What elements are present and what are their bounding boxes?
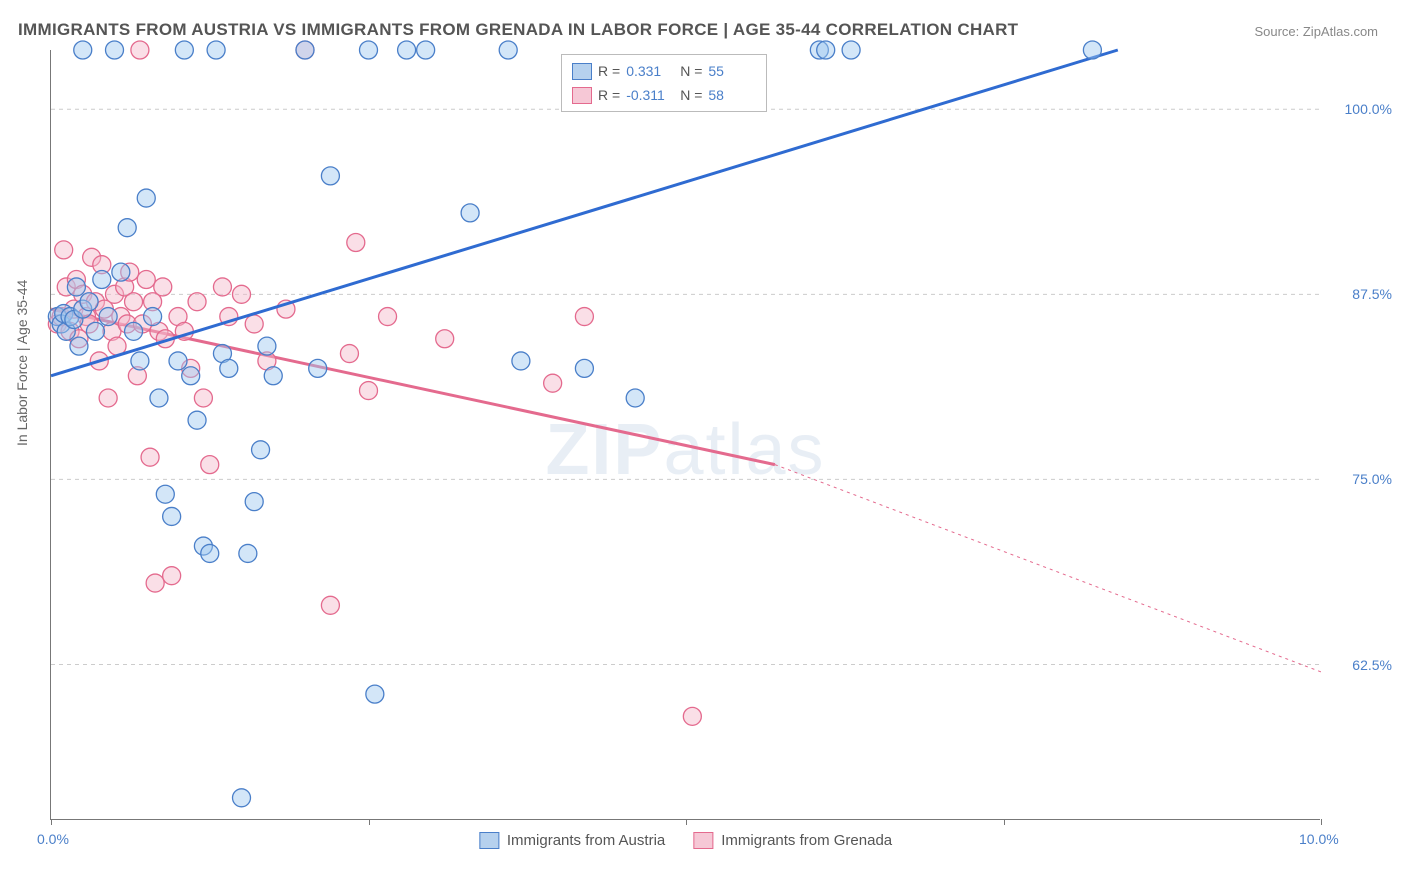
y-tick-label: 75.0% [1352,471,1392,487]
source-label: Source: ZipAtlas.com [1254,24,1378,39]
legend-n-value: 58 [708,87,756,103]
y-tick-label: 100.0% [1345,101,1392,117]
x-tick-label: 0.0% [37,831,69,847]
y-tick-label: 62.5% [1352,657,1392,673]
legend-swatch-grenada [693,832,713,849]
legend-row: R = -0.311 N = 58 [572,83,756,107]
legend-n-value: 55 [708,63,756,79]
legend-swatch-austria [479,832,499,849]
chart-title: IMMIGRANTS FROM AUSTRIA VS IMMIGRANTS FR… [18,20,1018,40]
legend-n-label: N = [680,87,702,103]
legend-swatch-grenada [572,87,592,104]
bottom-legend-label: Immigrants from Austria [507,832,665,849]
plot-area: ZIPatlas R = 0.331 N = 55 R = -0.311 N =… [50,50,1320,820]
legend-swatch-austria [572,63,592,80]
bottom-legend: Immigrants from Austria Immigrants from … [479,832,892,849]
x-tick [1004,819,1005,825]
legend-r-label: R = [598,87,620,103]
legend-n-label: N = [680,63,702,79]
legend-r-value: -0.311 [626,87,674,103]
x-tick [51,819,52,825]
x-tick [1321,819,1322,825]
bottom-legend-label: Immigrants from Grenada [721,832,892,849]
legend-correlation-box: R = 0.331 N = 55 R = -0.311 N = 58 [561,54,767,112]
legend-row: R = 0.331 N = 55 [572,59,756,83]
y-tick-label: 87.5% [1352,286,1392,302]
y-axis-title: In Labor Force | Age 35-44 [14,280,30,446]
x-tick [686,819,687,825]
plot-svg [51,50,1320,819]
chart-container: IMMIGRANTS FROM AUSTRIA VS IMMIGRANTS FR… [0,0,1406,892]
legend-r-label: R = [598,63,620,79]
x-tick-label: 10.0% [1299,831,1339,847]
legend-r-value: 0.331 [626,63,674,79]
x-tick [369,819,370,825]
bottom-legend-item: Immigrants from Austria [479,832,665,849]
bottom-legend-item: Immigrants from Grenada [693,832,892,849]
